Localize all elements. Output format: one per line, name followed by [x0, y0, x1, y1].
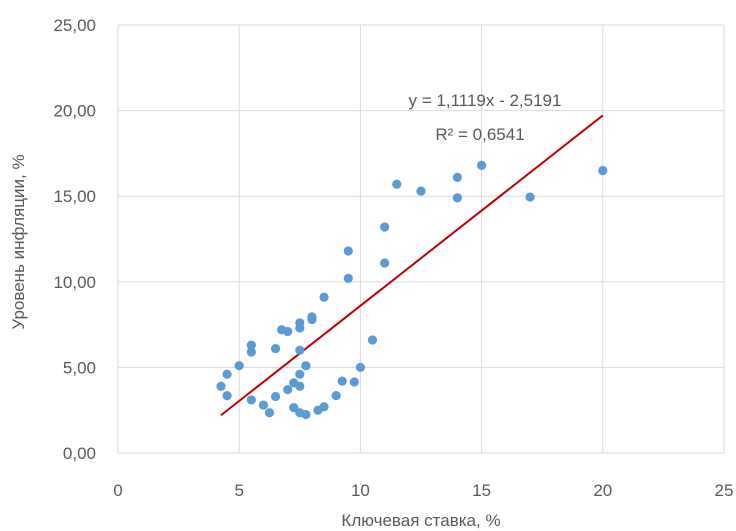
x-tick-label: 5	[234, 481, 243, 500]
data-point	[331, 391, 341, 401]
data-point	[416, 186, 426, 196]
y-tick-label: 25,00	[53, 16, 96, 35]
y-tick-label: 20,00	[53, 102, 96, 121]
data-point	[319, 292, 329, 302]
data-point	[270, 343, 281, 354]
x-tick-labels: 0 5 10 15 20 25	[113, 481, 733, 500]
trendline-group	[220, 114, 604, 417]
data-point	[258, 400, 269, 410]
data-point	[367, 335, 378, 345]
trendline	[220, 114, 604, 417]
data-point	[380, 258, 390, 268]
data-point	[222, 369, 232, 379]
x-tick-label: 10	[351, 481, 370, 500]
trendline-r2: R² = 0,6541	[435, 125, 524, 144]
data-point	[270, 391, 281, 402]
y-axis-label: Уровень инфляции, %	[9, 154, 28, 329]
x-tick-label: 25	[715, 481, 734, 500]
data-point	[319, 402, 329, 412]
data-points	[216, 160, 608, 420]
data-point	[452, 193, 462, 203]
data-point	[289, 403, 299, 413]
x-tick-label: 15	[472, 481, 491, 500]
data-point	[307, 314, 317, 325]
data-point	[295, 381, 305, 391]
data-point	[598, 165, 608, 176]
data-point	[295, 345, 305, 355]
y-tick-labels: 0,00 5,00 10,00 15,00 20,00 25,00	[53, 16, 96, 463]
y-tick-label: 10,00	[53, 273, 96, 292]
y-tick-label: 5,00	[63, 358, 96, 377]
data-point	[246, 340, 256, 350]
data-point	[295, 369, 305, 379]
x-axis-label: Ключевая ставка, %	[341, 511, 500, 530]
data-point	[283, 385, 293, 395]
data-point	[301, 361, 311, 371]
data-point	[301, 409, 311, 420]
data-point	[349, 377, 359, 387]
grid-lines	[117, 24, 725, 454]
data-point	[380, 222, 390, 232]
data-point	[452, 172, 462, 182]
data-point	[355, 362, 365, 372]
y-tick-label: 15,00	[53, 187, 96, 206]
data-point	[343, 273, 353, 283]
data-point	[234, 361, 244, 371]
data-point	[246, 395, 256, 405]
data-point	[264, 408, 275, 418]
data-point	[343, 246, 353, 256]
y-tick-label: 0,00	[63, 444, 96, 463]
data-point	[392, 179, 402, 189]
data-point	[525, 192, 535, 202]
trendline-equation: y = 1,1119x - 2,5191	[409, 91, 562, 110]
data-point	[222, 391, 232, 401]
data-point	[295, 323, 305, 333]
x-tick-label: 20	[593, 481, 612, 500]
data-point	[216, 381, 226, 391]
x-tick-label: 0	[113, 481, 122, 500]
data-point	[337, 376, 347, 386]
data-point	[283, 326, 293, 337]
data-point	[246, 347, 256, 357]
data-point	[477, 160, 487, 170]
